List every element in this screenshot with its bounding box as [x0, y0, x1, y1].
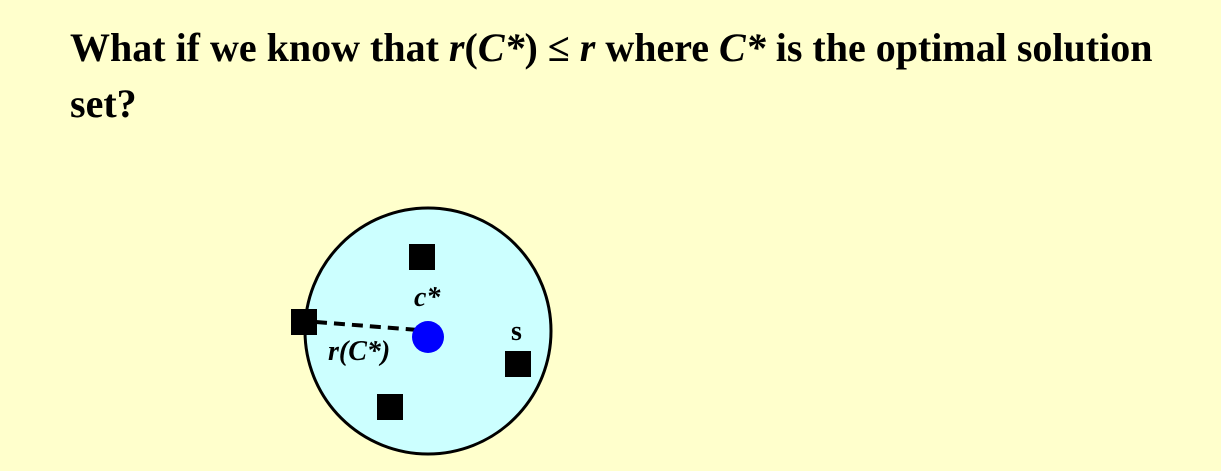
title-text-3: is the optimal solution set? — [70, 25, 1153, 126]
title-c-star-2: C* — [719, 25, 766, 70]
radius-label: r(C*) — [328, 336, 390, 367]
slide-title: What if we know that r(C*) ≤ r where C* … — [70, 20, 1190, 132]
point-left — [291, 309, 317, 335]
radius-label-c-star: (C*) — [339, 336, 390, 367]
point-s-label: s — [511, 316, 522, 347]
radius-label-r: r — [328, 336, 340, 367]
point-right — [505, 351, 531, 377]
title-paren-open: ( — [464, 25, 478, 70]
title-text-2: where — [595, 25, 720, 70]
title-leq: ≤ — [537, 25, 580, 70]
center-label: c* — [414, 282, 441, 313]
point-top — [409, 244, 435, 270]
title-text-1: What if we know that — [70, 25, 449, 70]
title-paren-close: ) — [524, 25, 538, 70]
title-c-star: C* — [477, 25, 525, 70]
title-r-symbol-2: r — [579, 25, 596, 70]
center-point — [412, 321, 444, 353]
title-r-symbol: r — [448, 25, 465, 70]
point-bottom — [377, 394, 403, 420]
